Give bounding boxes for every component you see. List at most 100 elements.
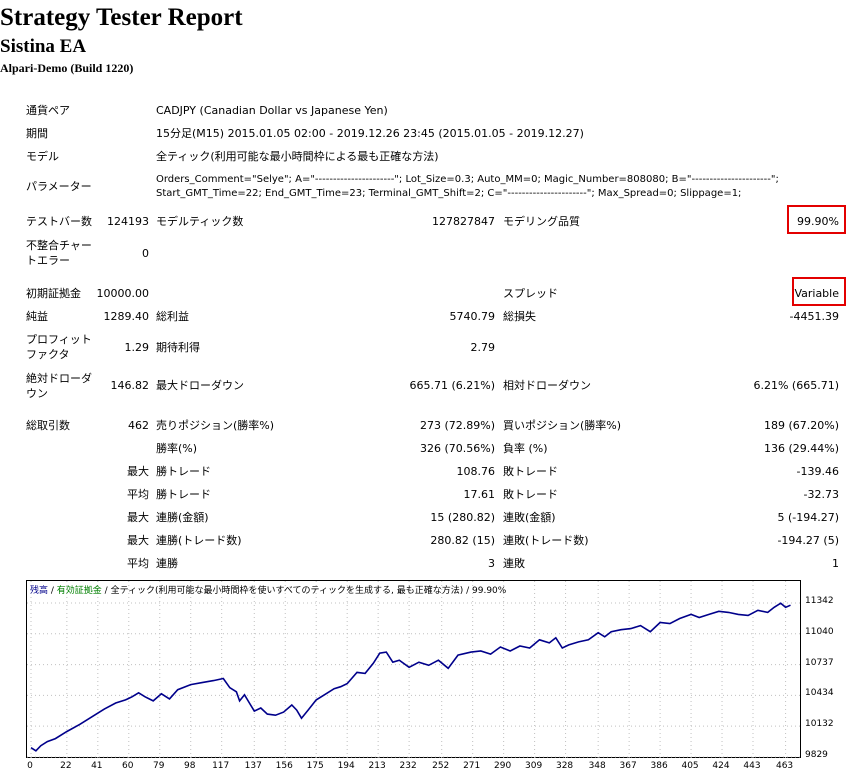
x-tick-label: 367: [619, 761, 637, 771]
balance-chart: [26, 580, 802, 759]
y-tick-label: 10132: [805, 719, 834, 730]
max-cons-prefix-1: 最大: [127, 511, 149, 524]
balance-chart-svg: [27, 581, 802, 759]
model-value: 全ティック(利用可能な最小時間枠による最も正確な方法): [156, 150, 439, 163]
x-tick-label: 137: [244, 761, 262, 771]
period-value: 15分足(M15) 2015.01.05 02:00 - 2019.12.26 …: [156, 127, 584, 140]
x-tick-label: 22: [60, 761, 72, 771]
x-tick-label: 156: [275, 761, 293, 771]
quality-highlight-box: [787, 205, 846, 234]
x-tick-label: 309: [525, 761, 543, 771]
avg-cons-win-label: 連勝: [156, 557, 178, 570]
long-positions-label: 買いポジション(勝率%): [503, 419, 622, 432]
max-cons-loss-value: 5 (-194.27): [777, 511, 839, 524]
x-tick-label: 348: [588, 761, 606, 771]
total-trades-value: 462: [128, 419, 149, 432]
max-cons-profit-label: 連勝(トレード数): [156, 534, 242, 547]
y-tick-label: 10434: [805, 688, 834, 699]
quality-value: 99.90%: [797, 215, 839, 228]
y-tick-label: 11040: [805, 626, 834, 637]
params-line-2: Start_GMT_Time=22; End_GMT_Time=23; Term…: [156, 188, 742, 199]
profit-factor-value: 1.29: [124, 341, 150, 354]
x-tick-label: 41: [91, 761, 103, 771]
x-tick-label: 175: [306, 761, 324, 771]
params-line-1: Orders_Comment="Selye"; A="-------------…: [156, 174, 779, 185]
x-tick-label: 424: [712, 761, 730, 771]
bars-value: 124193: [107, 215, 149, 228]
gross-loss-label: 総損失: [503, 310, 536, 323]
abs-drawdown-label-1: 絶対ドローダ: [26, 372, 92, 385]
expected-payoff-value: 2.79: [470, 341, 496, 354]
avg-cons-prefix: 平均: [127, 557, 149, 570]
avg-win-label: 勝トレード: [156, 488, 211, 501]
y-tick-label: 10737: [805, 657, 834, 668]
profit-factor-label-2: ファクタ: [26, 348, 70, 361]
rel-drawdown-value: 6.21% (665.71): [753, 379, 839, 392]
abs-drawdown-value: 146.82: [110, 379, 150, 392]
legend-separator-1: /: [48, 586, 57, 596]
x-tick-label: 117: [212, 761, 230, 771]
legend-quality: 99.90%: [472, 586, 507, 596]
max-cons-lossamt-label: 連敗(トレード数): [503, 534, 589, 547]
pair-value: CADJPY (Canadian Dollar vs Japanese Yen): [156, 104, 388, 117]
net-profit-label: 純益: [26, 310, 48, 323]
balance-series-line: [30, 602, 791, 752]
avg-loss-label: 敗トレード: [503, 488, 558, 501]
profit-factor-label-1: プロフィット: [26, 333, 92, 346]
x-tick-label: 328: [555, 761, 574, 771]
x-tick-label: 386: [650, 761, 668, 771]
x-tick-label: 213: [368, 761, 386, 771]
legend-balance: 残高: [30, 586, 49, 596]
y-tick-label: 11342: [805, 596, 834, 606]
mismatch-label-1: 不整合チャー: [26, 239, 92, 252]
x-tick-label: 252: [432, 761, 450, 771]
spread-value: Variable: [794, 287, 839, 300]
max-cons-prefix-2: 最大: [127, 534, 149, 547]
gross-profit-value: 5740.79: [449, 310, 496, 323]
x-tick-label: 232: [399, 761, 417, 771]
average-prefix: 平均: [127, 488, 149, 501]
avg-cons-loss-label: 連敗: [503, 557, 525, 570]
loss-rate-value: 136 (29.44%): [763, 442, 839, 455]
deposit-label: 初期証拠金: [26, 287, 81, 300]
expected-payoff-label: 期待利得: [156, 341, 200, 354]
period-label: 期間: [26, 127, 48, 140]
avg-cons-loss-value: 1: [832, 557, 839, 570]
avg-win-value: 17.61: [463, 488, 496, 501]
max-cons-win-label: 連勝(金額): [156, 511, 209, 524]
max-cons-lossamt-value: -194.27 (5): [777, 534, 839, 547]
bars-label: テストバー数: [26, 215, 92, 228]
ea-name: Sistina EA: [0, 36, 87, 57]
model-label: モデル: [26, 150, 59, 163]
y-tick-label: 9829: [805, 750, 828, 760]
x-tick-label: 290: [494, 761, 512, 771]
largest-win-label: 勝トレード: [156, 465, 211, 478]
ticks-label: モデルティック数: [156, 215, 244, 228]
max-drawdown-value: 665.71 (6.21%): [409, 379, 495, 392]
spread-highlight-box: [792, 277, 846, 306]
legend-separator-3: /: [463, 586, 473, 596]
x-tick-label: 463: [775, 761, 794, 771]
gross-profit-label: 総利益: [156, 310, 189, 323]
short-positions-label: 売りポジション(勝率%): [156, 419, 275, 432]
x-tick-label: 0: [27, 761, 33, 771]
ticks-value: 127827847: [432, 215, 495, 228]
max-cons-loss-label: 連敗(金額): [503, 511, 556, 524]
max-cons-profit-value: 280.82 (15): [430, 534, 495, 547]
spread-label: スプレッド: [503, 287, 558, 300]
legend-model: 全ティック(利用可能な最小時間枠を使いすべてのティックを生成する, 最も正確な方…: [110, 586, 464, 596]
largest-loss-value: -139.46: [796, 465, 839, 478]
x-tick-label: 194: [337, 761, 355, 771]
max-cons-win-value: 15 (280.82): [430, 511, 495, 524]
net-profit-value: 1289.40: [103, 310, 150, 323]
legend-equity: 有効証拠金: [56, 586, 102, 596]
abs-drawdown-label-2: ウン: [26, 387, 48, 400]
params-label: パラメーター: [26, 180, 92, 193]
largest-win-value: 108.76: [456, 465, 496, 478]
win-rate-value: 326 (70.56%): [419, 442, 495, 455]
rel-drawdown-label: 相対ドローダウン: [503, 379, 591, 392]
long-positions-value: 189 (67.20%): [763, 419, 839, 432]
x-tick-label: 271: [463, 761, 481, 771]
win-rate-label: 勝率(%): [156, 442, 198, 455]
deposit-value: 10000.00: [96, 287, 150, 300]
